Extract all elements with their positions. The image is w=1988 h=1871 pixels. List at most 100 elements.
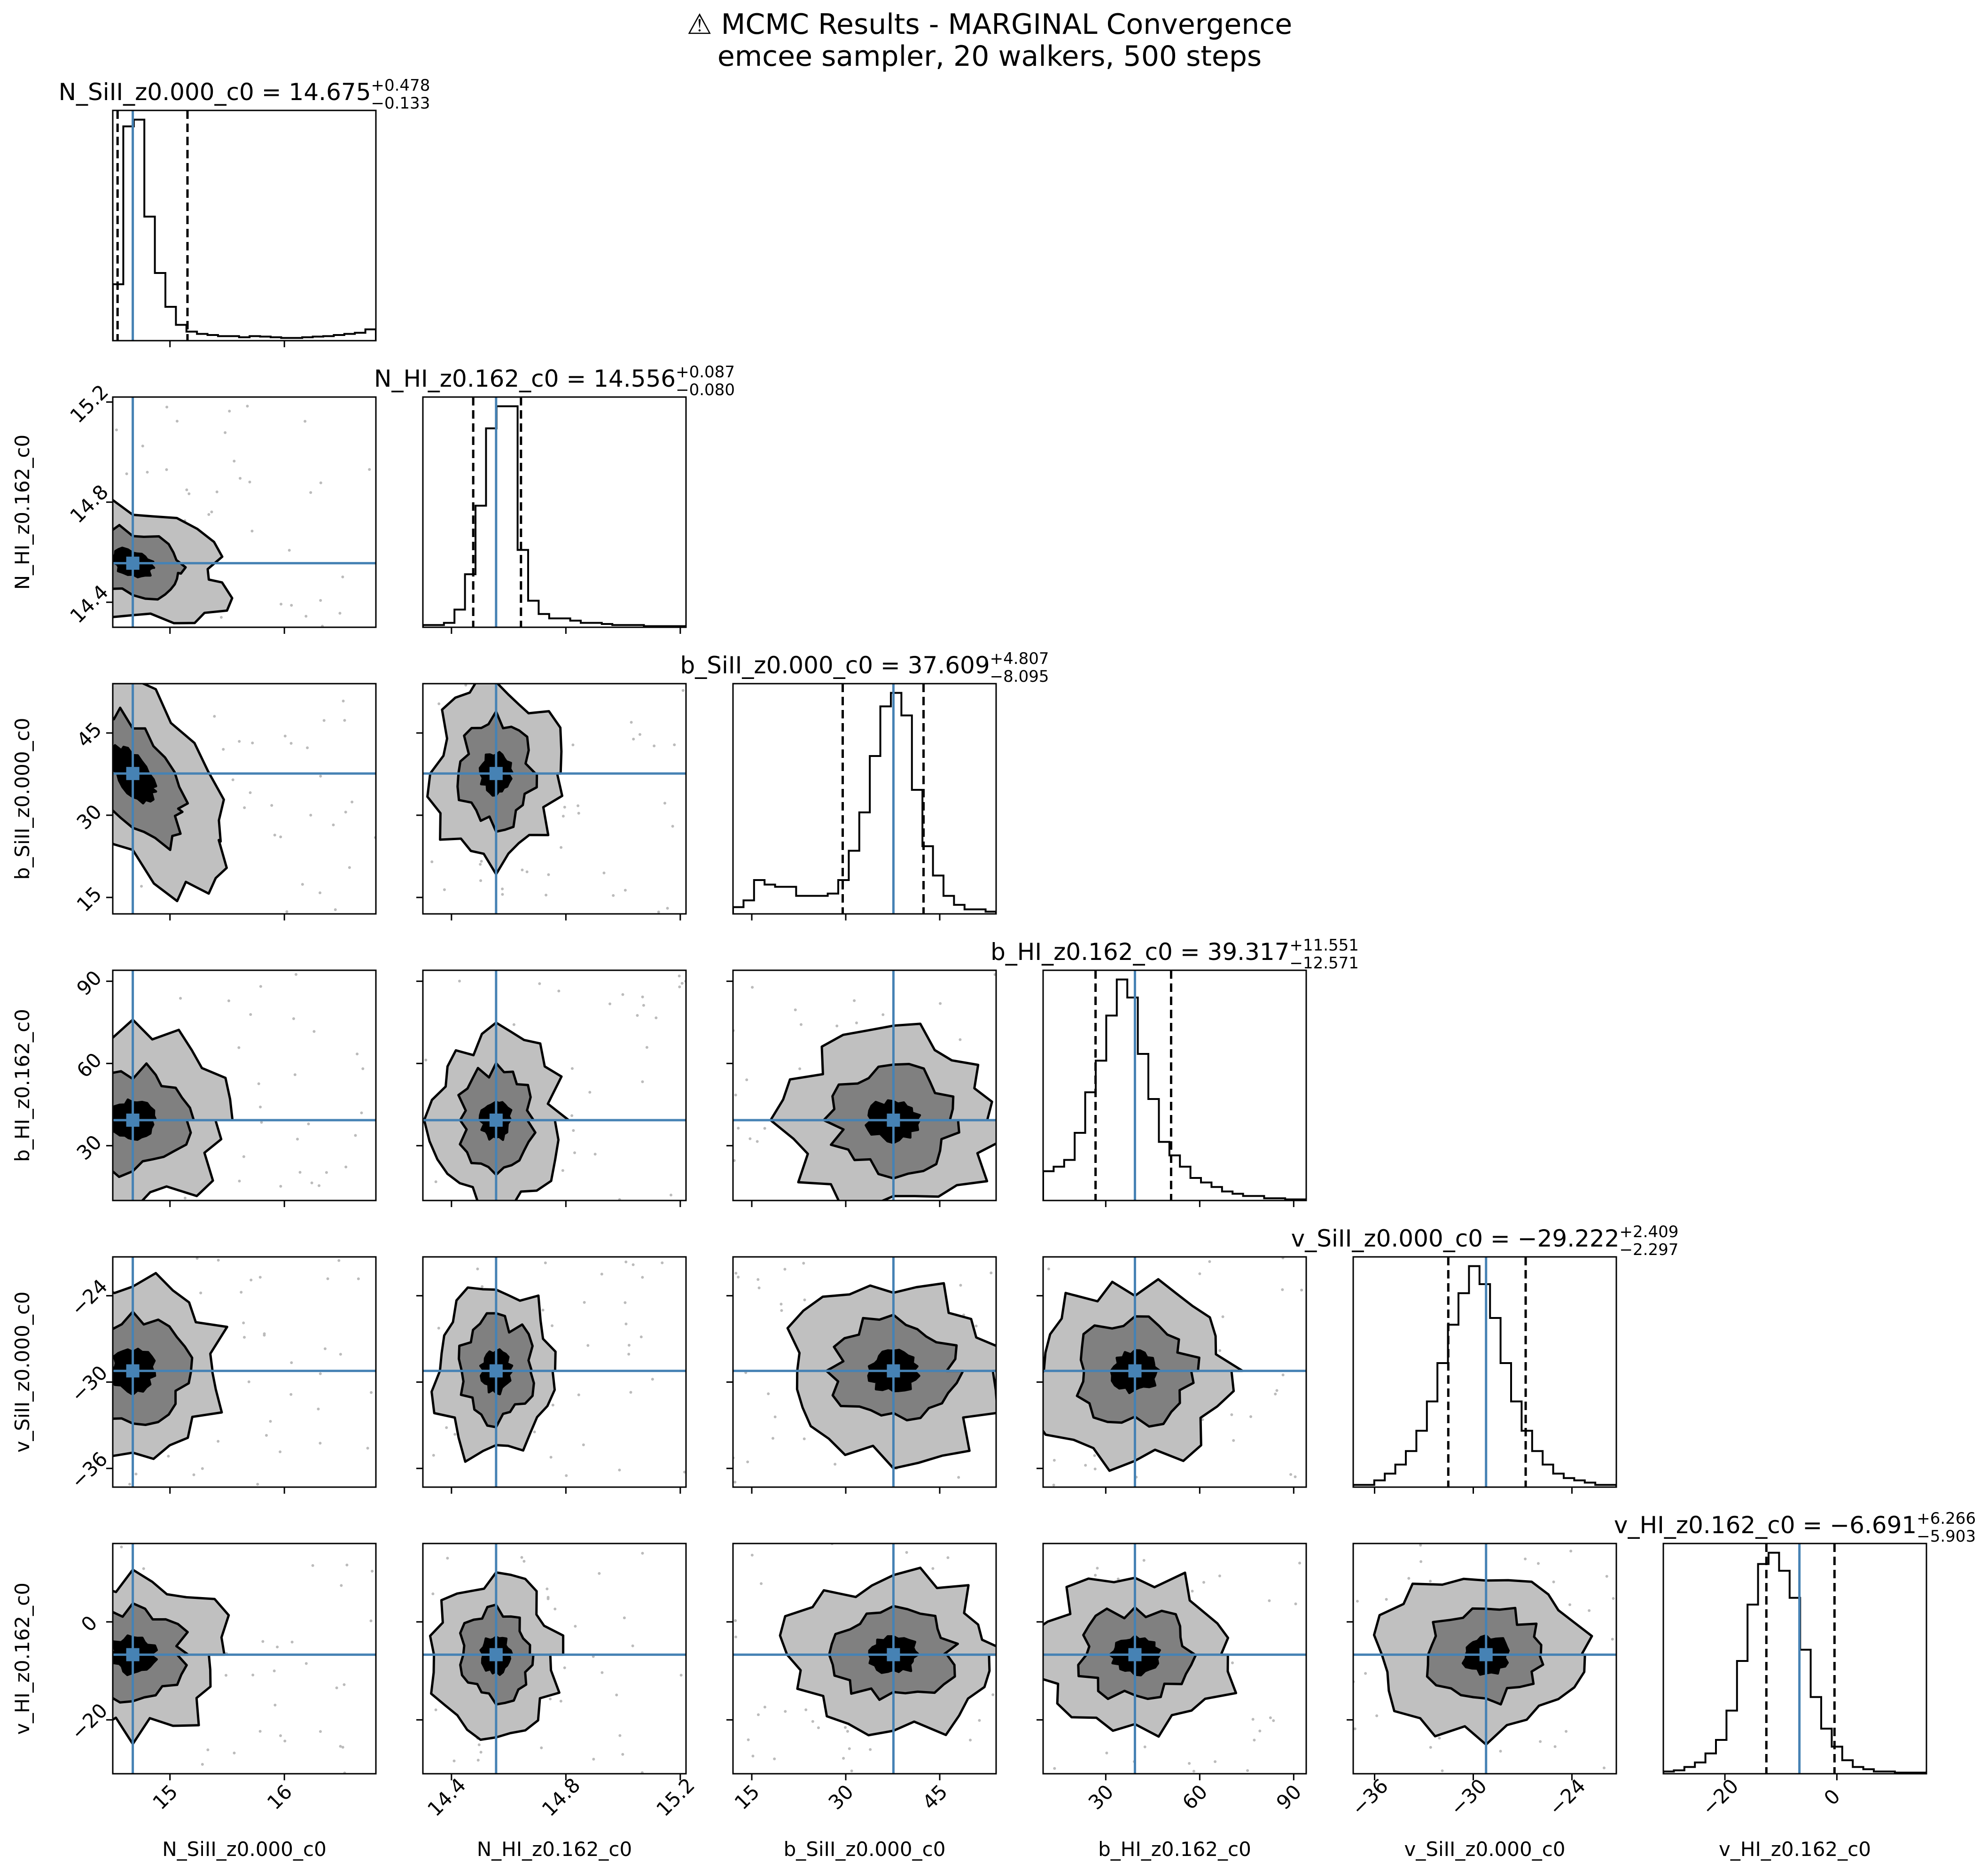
- sample-point: [1214, 1760, 1217, 1763]
- panel-title-minus: −0.133: [371, 94, 430, 113]
- sample-point: [547, 873, 550, 876]
- panel-title: N_HI_z0.162_c0 = 14.556+0.087: [374, 363, 735, 392]
- sample-point: [655, 1016, 658, 1020]
- sample-point: [185, 488, 188, 491]
- sample-point: [344, 1165, 348, 1169]
- sample-point: [437, 1326, 440, 1330]
- panel-content: [423, 970, 686, 1201]
- sample-point: [657, 911, 660, 914]
- sample-point: [424, 1059, 428, 1062]
- sample-point: [306, 746, 309, 749]
- sample-point: [624, 1260, 628, 1263]
- sample-point: [545, 893, 548, 897]
- sample-point: [481, 1285, 484, 1288]
- sample-point: [661, 1261, 664, 1264]
- sample-point: [217, 1440, 220, 1443]
- sample-point: [310, 1181, 313, 1185]
- sample-point: [627, 1343, 631, 1347]
- x-axis-label: N_HI_z0.162_c0: [477, 1838, 632, 1861]
- sample-point: [512, 1023, 515, 1026]
- sample-point: [835, 1024, 839, 1028]
- sample-point: [356, 1052, 359, 1056]
- sample-point: [570, 1067, 574, 1070]
- truth-marker: [126, 1364, 140, 1378]
- sample-point: [582, 1443, 585, 1447]
- y-tick-label: 15.2: [65, 380, 113, 428]
- sample-point: [1429, 1580, 1432, 1583]
- x-axis-label: b_SiII_z0.000_c0: [784, 1838, 946, 1861]
- sample-point: [750, 1553, 754, 1557]
- panel-frame: [112, 1543, 377, 1775]
- sample-point: [443, 888, 446, 891]
- sample-point: [312, 1030, 316, 1033]
- sample-point: [803, 1298, 806, 1302]
- sample-point: [608, 1002, 612, 1006]
- sample-point: [848, 1747, 851, 1750]
- sample-point: [570, 1114, 574, 1117]
- y-tick-label: −24: [66, 1275, 112, 1320]
- sample-point: [464, 684, 468, 687]
- x-tick-label: 60: [1178, 1780, 1212, 1814]
- sample-point: [1272, 1719, 1275, 1723]
- sample-point: [780, 1302, 783, 1306]
- panel-title: v_HI_z0.162_c0 = −6.691+6.266: [1614, 1509, 1976, 1539]
- sample-point: [846, 1730, 849, 1733]
- sample-point: [683, 1470, 686, 1473]
- sample-point: [265, 1434, 268, 1437]
- sample-point: [957, 1476, 960, 1479]
- sample-point: [288, 549, 291, 552]
- panel-frame: [732, 969, 997, 1201]
- sample-point: [627, 1353, 631, 1356]
- sample-point: [593, 1153, 597, 1156]
- panel-title-minus: −8.095: [990, 667, 1049, 686]
- sample-point: [1536, 1562, 1540, 1565]
- sample-point: [959, 1284, 962, 1287]
- sample-point: [250, 530, 254, 533]
- sample-point: [1053, 1767, 1056, 1770]
- sample-point: [1274, 1392, 1277, 1395]
- sample-point: [437, 702, 441, 705]
- sample-point: [219, 616, 223, 619]
- sample-point: [541, 1309, 545, 1312]
- sample-point: [187, 492, 191, 495]
- y-tick-label: 0: [77, 1611, 102, 1637]
- sample-point: [270, 804, 273, 807]
- sample-point: [546, 1587, 549, 1590]
- sample-point: [1298, 1561, 1302, 1565]
- sample-point: [583, 1301, 586, 1304]
- sample-point: [304, 1662, 308, 1665]
- panel-5-5: v_HI_z0.162_c0 = −6.691+6.266−5.903 −20 0: [1614, 1509, 1976, 1820]
- sample-point: [446, 1557, 449, 1560]
- sample-point: [115, 429, 118, 432]
- sample-point: [990, 1271, 993, 1275]
- sample-point: [357, 1277, 360, 1280]
- sample-point: [319, 1442, 322, 1445]
- sample-point: [1201, 1418, 1204, 1421]
- sample-point: [549, 1697, 552, 1700]
- sample-point: [342, 700, 345, 702]
- sample-point: [142, 1567, 145, 1570]
- sample-point: [243, 806, 246, 810]
- sample-point: [167, 1455, 170, 1458]
- sample-point: [1568, 1603, 1572, 1606]
- sample-point: [767, 1392, 770, 1395]
- sample-point: [354, 1134, 357, 1137]
- sample-point: [337, 1259, 341, 1262]
- sample-point: [855, 1021, 858, 1024]
- sample-point: [319, 599, 322, 602]
- panel-4-4: v_SiII_z0.000_c0 = −29.222+2.409−2.297: [1291, 1223, 1678, 1494]
- sample-point: [1602, 1766, 1606, 1770]
- x-tick-label: 14.4: [423, 1773, 470, 1821]
- sample-point: [199, 1291, 203, 1294]
- panel-content: [113, 110, 376, 341]
- sample-point: [1218, 1349, 1222, 1352]
- sample-point: [1605, 1575, 1608, 1578]
- panel-4-2: [726, 1256, 997, 1494]
- histogram-step: [113, 118, 376, 341]
- sample-point: [434, 1180, 437, 1184]
- sample-point: [479, 863, 482, 866]
- sample-point: [645, 1046, 648, 1049]
- truth-marker: [1128, 1364, 1142, 1378]
- truth-marker: [489, 1113, 503, 1127]
- sample-point: [360, 1111, 363, 1115]
